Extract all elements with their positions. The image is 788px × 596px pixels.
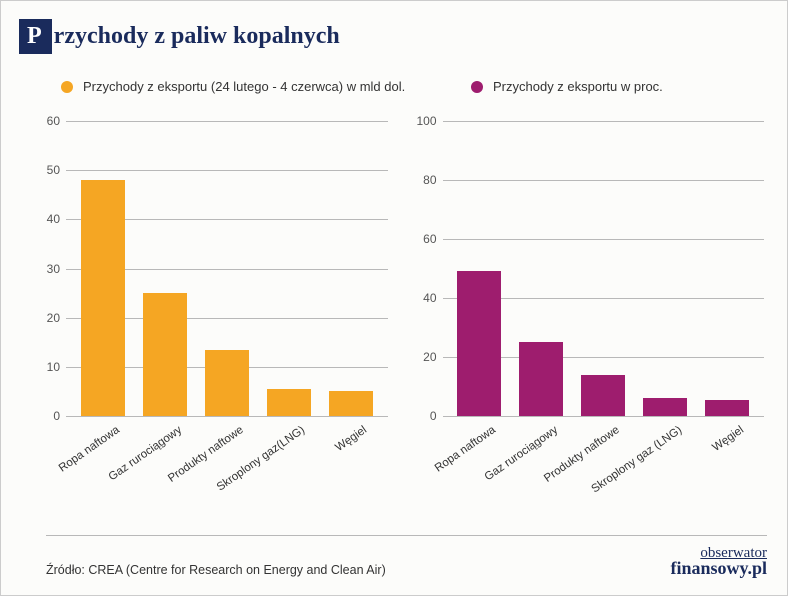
x-label: Ropa naftowa (457, 418, 501, 496)
charts-container: 0102030405060Ropa naftowaGaz rurociągowy… (36, 116, 769, 496)
bar (205, 350, 249, 416)
gridline (66, 416, 388, 417)
right-chart: 020406080100Ropa naftowaGaz rurociągowyP… (413, 116, 770, 496)
brand-line2: finansowy.pl (670, 560, 767, 577)
footer: Źródło: CREA (Centre for Research on Ene… (46, 535, 767, 577)
ytick-label: 60 (47, 114, 60, 128)
bar (519, 342, 563, 416)
x-label: Węgiel (705, 418, 749, 496)
source-text: Źródło: CREA (Centre for Research on Ene… (46, 563, 386, 577)
x-label: Skroplony gaz(LNG) (267, 418, 311, 496)
ytick-label: 40 (423, 291, 436, 305)
bar (581, 375, 625, 416)
x-label: Węgiel (329, 418, 373, 496)
bar (81, 180, 125, 416)
ytick-label: 20 (47, 311, 60, 325)
ytick-label: 20 (423, 350, 436, 364)
x-label: Gaz rurociągowy (519, 418, 563, 496)
x-axis: Ropa naftowaGaz rurociągowyProdukty naft… (443, 418, 765, 496)
bar (143, 293, 187, 416)
title-rest: rzychody z paliw kopalnych (52, 23, 340, 50)
bar (457, 271, 501, 416)
bars-group (66, 121, 388, 416)
x-label-text: Węgiel (710, 424, 746, 454)
x-label: Gaz rurociągowy (143, 418, 187, 496)
x-label-text: Ropa naftowa (57, 424, 122, 475)
plot-area: 020406080100 (443, 121, 765, 416)
ytick-label: 60 (423, 232, 436, 246)
ytick-label: 40 (47, 212, 60, 226)
legend-left: Przychody z eksportu (24 lutego - 4 czer… (61, 79, 405, 94)
chart-title: P rzychody z paliw kopalnych (19, 19, 340, 54)
gridline (443, 416, 765, 417)
legend-right: Przychody z eksportu w proc. (471, 79, 663, 94)
ytick-label: 0 (430, 409, 437, 423)
x-label-text: Ropa naftowa (433, 424, 498, 475)
bars-group (443, 121, 765, 416)
legend-swatch-magenta (471, 81, 483, 93)
bar (705, 400, 749, 416)
brand-logo: obserwator finansowy.pl (670, 546, 767, 577)
ytick-label: 0 (53, 409, 60, 423)
ytick-label: 10 (47, 360, 60, 374)
left-chart: 0102030405060Ropa naftowaGaz rurociągowy… (36, 116, 393, 496)
title-first-letter: P (19, 19, 52, 54)
legend-left-label: Przychody z eksportu (24 lutego - 4 czer… (83, 79, 405, 94)
bar (643, 398, 687, 416)
ytick-label: 50 (47, 163, 60, 177)
ytick-label: 80 (423, 173, 436, 187)
x-axis: Ropa naftowaGaz rurociągowyProdukty naft… (66, 418, 388, 496)
bar (329, 391, 373, 416)
ytick-label: 30 (47, 262, 60, 276)
ytick-label: 100 (416, 114, 436, 128)
x-label: Ropa naftowa (81, 418, 125, 496)
bar (267, 389, 311, 416)
x-label: Skroplony gaz (LNG) (643, 418, 687, 496)
legend-swatch-orange (61, 81, 73, 93)
x-label-text: Węgiel (334, 424, 370, 454)
legend-right-label: Przychody z eksportu w proc. (493, 79, 663, 94)
plot-area: 0102030405060 (66, 121, 388, 416)
